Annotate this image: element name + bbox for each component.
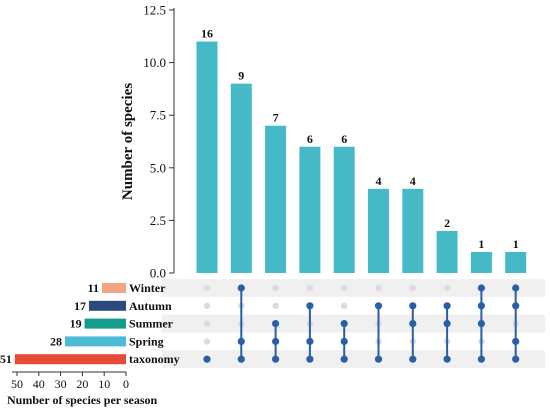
matrix-row-stripe [162,279,545,297]
matrix-dot-on [443,320,451,328]
bar-value-label: 7 [273,111,279,125]
matrix-row-stripe [162,314,545,333]
matrix-dot-off [203,320,211,327]
y-tick-label: 12.5 [143,3,166,18]
set-size-bar-spring [64,336,126,347]
set-size-bar-summer [84,318,126,329]
bar-value-label: 1 [478,237,484,251]
matrix-dot-off [341,284,348,292]
bar-value-label: 2 [444,216,450,230]
matrix-dot-on [237,284,245,292]
set-name-label: taxonomy [129,352,180,366]
set-size-bar-autumn [88,300,126,311]
bar-value-label: 16 [201,27,213,41]
set-axis-tick-label: 30 [55,377,67,391]
set-name-label: Summer [129,317,174,331]
matrix-dot-on [340,337,348,345]
bar-value-label: 6 [341,132,347,146]
bar-value-label: 1 [513,237,519,251]
set-size-value: 17 [74,299,86,313]
set-size-value: 11 [88,281,99,295]
set-size-value: 28 [50,334,62,348]
bar-intersection-7 [402,188,424,273]
matrix-dot-off [375,284,382,292]
matrix-dot-on [477,284,485,292]
y-tick-label: 7.5 [150,108,166,123]
set-name-label: Autumn [129,299,172,313]
matrix-dot-off [272,284,279,292]
matrix-dot-on [340,355,348,363]
matrix-dot-on [477,355,485,363]
y-tick-label: 2.5 [150,213,166,228]
matrix-dot-on [237,355,245,363]
bar-intersection-10 [505,251,527,273]
matrix-dot-on [374,302,383,310]
matrix-dot-on [306,302,314,310]
bar-intersection-2 [230,83,252,273]
matrix-dot-on [306,355,314,363]
set-name-label: Spring [129,334,164,348]
matrix-dot-off [443,284,451,292]
y-tick-label: 0.0 [150,266,166,281]
y-axis-title: Number of species [120,83,136,200]
set-axis-tick-label: 50 [11,377,23,391]
bar-intersection-3 [265,125,287,273]
matrix-dot-on [237,337,245,345]
matrix-dot-on [306,337,314,345]
matrix-dot-on [512,355,520,363]
matrix-dot-on [203,355,211,363]
matrix-dot-on [512,302,520,310]
bar-intersection-4 [299,146,321,273]
matrix-dot-on [272,320,280,328]
matrix-dot-on [477,302,485,310]
bar-value-label: 9 [238,69,244,83]
matrix-dot-off [272,302,279,309]
set-axis-tick-label: 40 [33,377,45,391]
matrix-dot-on [409,302,417,310]
matrix-dot-on [409,320,417,328]
set-axis-tick-label: 0 [123,377,129,391]
bar-intersection-9 [470,251,492,273]
bar-value-label: 4 [410,174,416,188]
matrix-dot-on [374,355,383,363]
matrix-dot-on [512,337,520,345]
matrix-dot-off [203,338,211,345]
set-size-bar-taxonomy [14,354,126,365]
set-axis-tick-label: 20 [76,377,88,391]
set-axis-title: Number of species per season [7,393,158,407]
bar-intersection-6 [368,188,389,273]
y-tick-label: 5.0 [150,160,166,175]
matrix-dot-on [477,320,485,328]
matrix-dot-on [272,355,280,363]
matrix-dot-on [443,302,451,310]
matrix-dot-off [409,284,416,292]
matrix-dot-off [341,302,348,309]
bar-value-label: 6 [307,132,313,146]
bar-intersection-5 [333,146,355,273]
matrix-dot-off [306,284,314,292]
bar-intersection-8 [436,230,458,273]
matrix-dot-on [409,355,417,363]
matrix-dot-off [203,302,211,309]
set-size-value: 51 [0,352,12,366]
matrix-dot-on [512,284,520,292]
matrix-dot-on [272,337,280,345]
matrix-dot-on [443,355,451,363]
set-size-bar-winter [102,283,126,293]
bar-intersection-1 [196,41,218,274]
matrix-dot-on [340,320,348,328]
bar-value-label: 4 [376,174,382,188]
matrix-row-stripe [162,350,545,369]
set-name-label: Winter [129,281,166,295]
matrix-dot-off [203,284,211,292]
y-tick-label: 10.0 [143,55,166,70]
set-axis-tick-label: 10 [98,377,110,391]
set-size-value: 19 [70,317,82,331]
